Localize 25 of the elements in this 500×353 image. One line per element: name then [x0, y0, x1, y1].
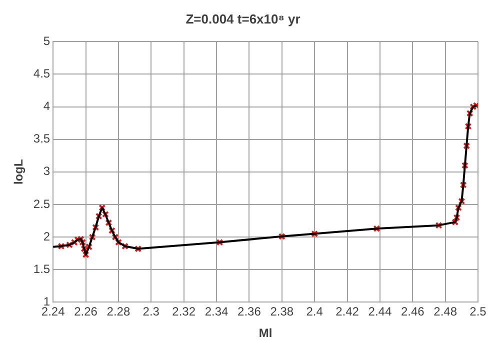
y-axis-title: logL — [12, 159, 26, 185]
y-tick-label: 5 — [43, 34, 50, 48]
x-tick-label: 2.32 — [172, 304, 196, 319]
x-tick-label: 2.26 — [74, 304, 98, 319]
y-tick-label: 3.5 — [33, 132, 50, 146]
x-tick-label: 2.3 — [142, 304, 160, 319]
x-tick-label: 2.42 — [336, 304, 360, 319]
x-tick-label: 2.48 — [434, 304, 458, 319]
x-tick-label: 2.46 — [400, 304, 425, 319]
x-tick-label: 2.38 — [270, 304, 294, 319]
x-tick-label: 2.34 — [204, 304, 229, 319]
y-tick-label: 1.5 — [33, 262, 50, 276]
chart-title: Z=0.004 t=6x10⁸ yr — [186, 11, 300, 26]
y-tick-label: 2.5 — [33, 196, 50, 211]
y-tick-label: 4 — [43, 99, 50, 114]
x-tick-label: 2.44 — [368, 304, 392, 319]
x-tick-label: 2.24 — [41, 304, 66, 319]
x-tick-label: 2.28 — [106, 304, 130, 319]
y-tick-label: 4.5 — [33, 66, 50, 80]
y-tick-label: 2 — [43, 229, 50, 244]
x-tick-label: 2.4 — [306, 304, 324, 319]
x-tick-label: 2.36 — [238, 304, 262, 319]
x-tick-label: 2.5 — [470, 304, 487, 319]
y-tick-label: 3 — [43, 164, 50, 178]
x-axis-title: Ml — [258, 326, 272, 340]
